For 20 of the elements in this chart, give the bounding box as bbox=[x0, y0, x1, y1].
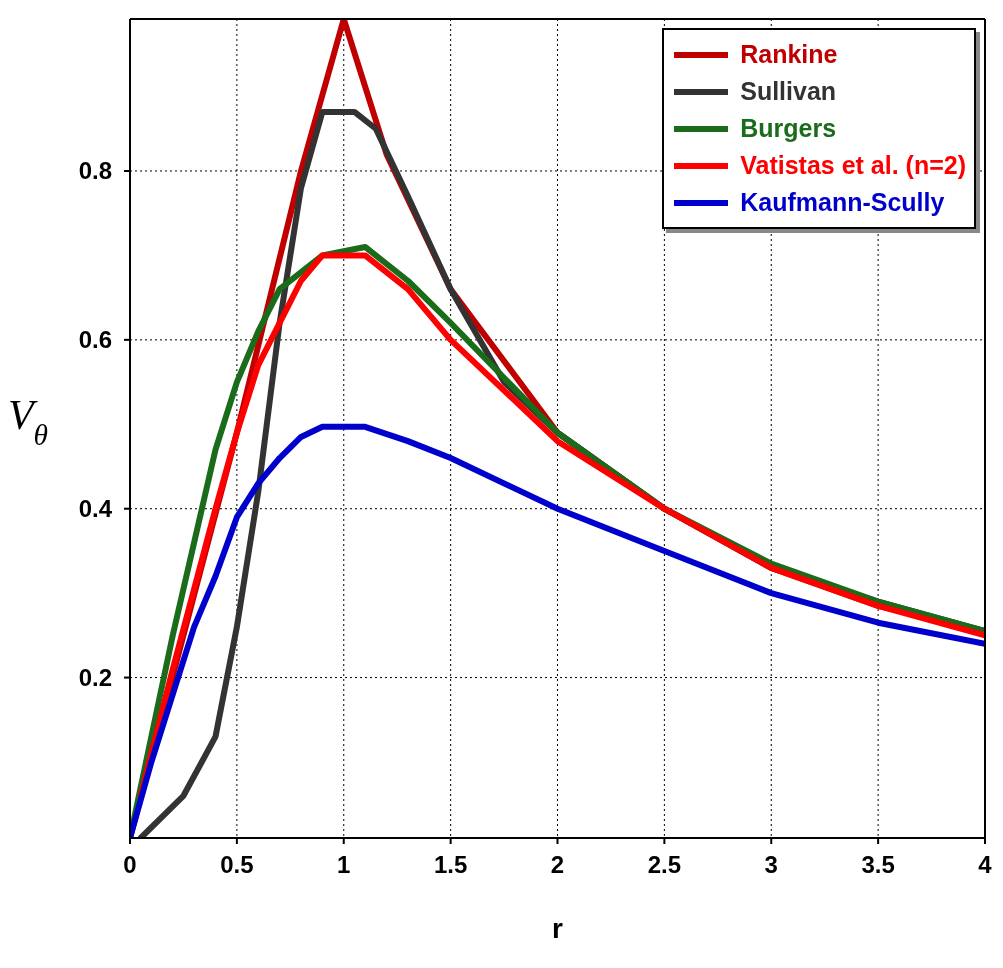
x-axis-title: r bbox=[552, 913, 564, 944]
legend-label: Vatistas et al. (n=2) bbox=[740, 151, 966, 180]
legend-label: Burgers bbox=[740, 114, 837, 143]
x-tick-label: 1.5 bbox=[433, 851, 468, 879]
y-tick-label: 0.2 bbox=[78, 664, 112, 692]
x-tick-label: 0.5 bbox=[220, 851, 254, 879]
x-tick-label: 0 bbox=[123, 851, 137, 879]
legend-label: Rankine bbox=[740, 40, 838, 69]
x-tick-label: 2 bbox=[550, 851, 565, 879]
x-tick-label: 3.5 bbox=[861, 851, 895, 879]
legend-label: Kaufmann-Scully bbox=[740, 188, 945, 217]
y-tick-label: 0.6 bbox=[78, 326, 112, 354]
legend-label: Sullivan bbox=[740, 77, 837, 106]
x-tick-label: 4 bbox=[978, 851, 993, 879]
y-tick-label: 0.4 bbox=[78, 495, 113, 523]
x-tick-label: 2.5 bbox=[647, 851, 682, 879]
x-tick-label: 3 bbox=[764, 851, 778, 879]
y-tick-label: 0.8 bbox=[78, 157, 112, 185]
x-tick-label: 1 bbox=[337, 851, 351, 879]
y-axis-title: V$_{θ}$ bbox=[7, 391, 49, 451]
